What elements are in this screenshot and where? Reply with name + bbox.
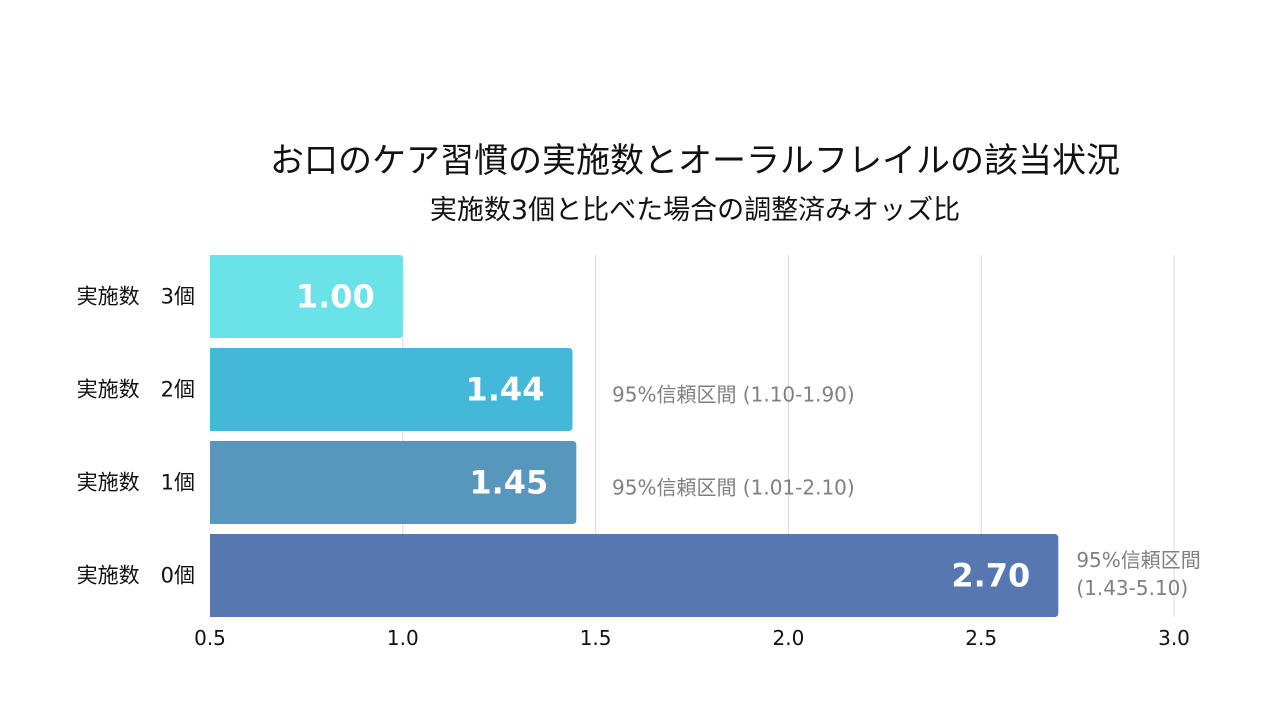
ci-label: (1.43-5.10): [1076, 576, 1188, 600]
value-labels: 1.00 1.44 1.45 2.70: [296, 278, 1030, 595]
x-axis-tick-labels: 0.5 1.0 1.5 2.0 2.5 3.0: [194, 626, 1190, 650]
bar: [210, 441, 577, 524]
bar: [210, 348, 573, 431]
x-tick-label: 2.0: [772, 626, 804, 650]
chart-subtitle: 実施数3個と比べた場合の調整済みオッズ比: [429, 195, 961, 226]
x-tick-label: 0.5: [194, 626, 226, 650]
value-label: 2.70: [951, 557, 1030, 595]
ci-label: 95%信頼区間 (1.01-2.10): [612, 476, 855, 500]
ci-label: 95%信頼区間: [1076, 548, 1200, 572]
value-label: 1.00: [296, 278, 375, 316]
x-tick-label: 3.0: [1158, 626, 1190, 650]
category-label: 実施数 3個: [77, 285, 195, 309]
value-label: 1.44: [466, 371, 545, 409]
category-label: 実施数 0個: [77, 564, 195, 588]
chart-title: お口のケア習慣の実施数とオーラルフレイルの該当状況: [270, 141, 1120, 181]
x-tick-label: 2.5: [965, 626, 997, 650]
bars: [210, 255, 1059, 617]
category-label: 実施数 2個: [77, 378, 195, 402]
category-label: 実施数 1個: [77, 471, 195, 495]
value-label: 1.45: [469, 464, 548, 502]
bar: [210, 534, 1059, 617]
x-tick-label: 1.0: [387, 626, 419, 650]
bar: [210, 255, 403, 338]
x-tick-label: 1.5: [580, 626, 612, 650]
confidence-interval-labels: 95%信頼区間 (1.10-1.90) 95%信頼区間 (1.01-2.10) 95…: [612, 383, 1201, 601]
ci-label: 95%信頼区間 (1.10-1.90): [612, 383, 855, 407]
